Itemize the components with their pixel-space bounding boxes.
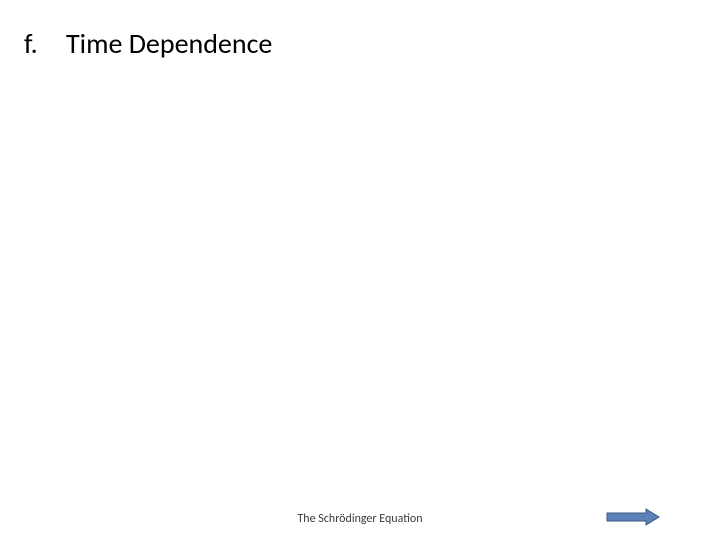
arrow-right-icon — [606, 508, 660, 526]
next-button[interactable] — [606, 508, 660, 526]
slide-heading: f. Time Dependence — [24, 26, 272, 61]
footer-caption: The Schrödinger Equation — [297, 512, 422, 526]
arrow-shape — [607, 509, 659, 525]
heading-list-marker: f. — [24, 26, 66, 61]
heading-title: Time Dependence — [66, 26, 272, 61]
